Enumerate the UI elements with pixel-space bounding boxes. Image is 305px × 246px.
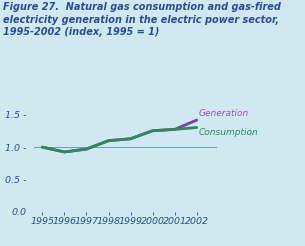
Text: Consumption: Consumption (199, 128, 259, 137)
Text: Figure 27.  Natural gas consumption and gas-fired
electricity generation in the : Figure 27. Natural gas consumption and g… (3, 2, 281, 37)
Text: Generation: Generation (199, 109, 249, 118)
